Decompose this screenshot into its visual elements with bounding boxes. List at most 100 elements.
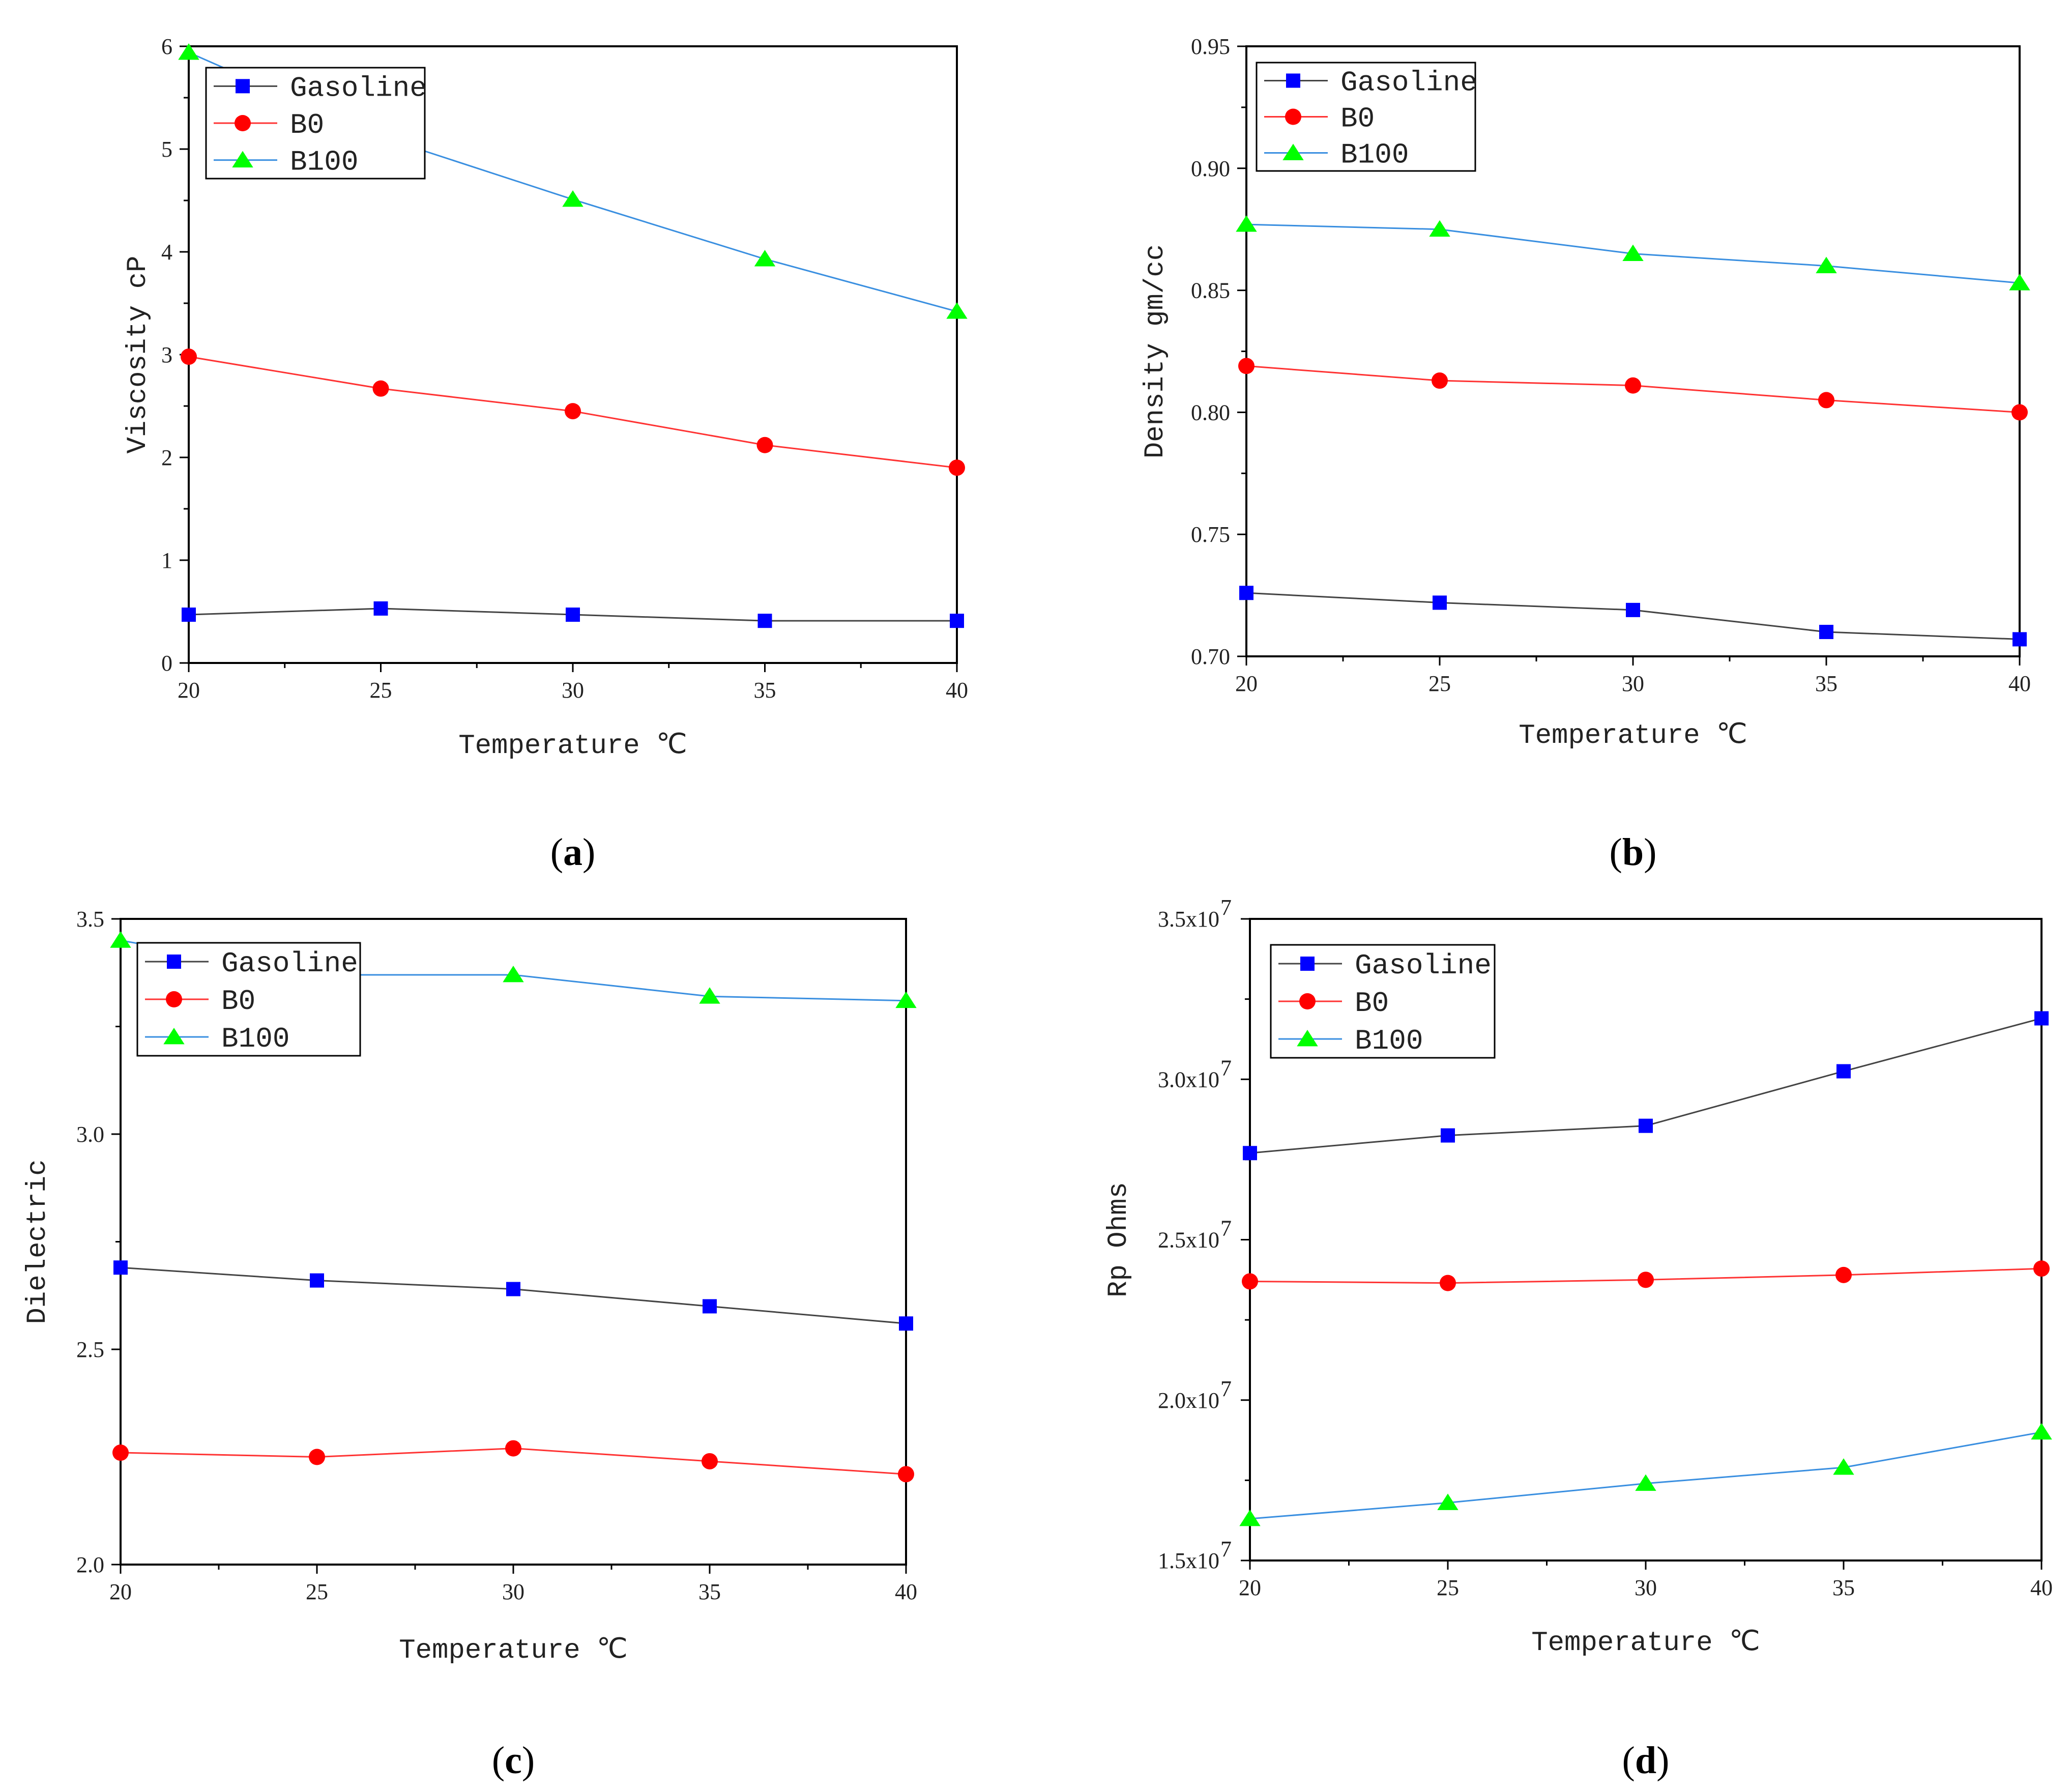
x-tick-label: 30 (562, 678, 584, 703)
data-point-gasoline (703, 1299, 717, 1314)
data-point-b0 (2011, 404, 2028, 421)
data-point-b100 (110, 931, 131, 948)
legend-label-b100: B100 (1355, 1025, 1423, 1057)
data-point-b0 (565, 403, 581, 420)
y-tick-label: 3.5 (76, 907, 104, 932)
y-tick-label: 3 (161, 342, 172, 367)
data-point-b0 (112, 1444, 129, 1461)
data-point-gasoline (506, 1282, 520, 1296)
x-axis-title: Temperature ℃ (1519, 720, 1747, 752)
legend-label-b0: B0 (1355, 987, 1389, 1020)
y-tick-label: 6 (161, 34, 172, 59)
data-point-b100 (1239, 1510, 1261, 1526)
data-point-gasoline (373, 601, 388, 616)
data-point-gasoline (1433, 595, 1447, 610)
data-point-gasoline (310, 1273, 324, 1288)
data-point-b100 (699, 987, 720, 1004)
y-axis-title: Rp Ohms (1103, 1182, 1134, 1297)
chart-panel-a: 20 25 30 35 40 0 1 2 3 4 5 6 Temperature ℃ Viscosity … (123, 34, 968, 874)
x-tick-label: 40 (2030, 1575, 2053, 1600)
y-tick-label: 1 (161, 548, 172, 573)
x-tick-label: 30 (1635, 1575, 1657, 1600)
data-point-b0 (1238, 358, 1255, 374)
data-point-gasoline (182, 608, 196, 622)
data-point-gasoline (1441, 1128, 1455, 1143)
y-axis-title: Density gm/cc (1140, 244, 1171, 458)
y-tick-label: 3.0 (76, 1122, 104, 1147)
legend-marker-gasoline (1286, 73, 1300, 88)
data-point-b0 (372, 380, 389, 397)
data-point-gasoline (1626, 602, 1640, 617)
y-tick-exponent: 7 (1220, 1055, 1232, 1080)
y-tick-exponent: 7 (1220, 1216, 1232, 1241)
data-point-b100 (895, 991, 917, 1008)
y-tick-label: 3.0x10 (1158, 1067, 1219, 1092)
data-point-b0 (898, 1466, 914, 1483)
data-point-gasoline (113, 1260, 128, 1275)
legend-label-b100: B100 (290, 146, 358, 179)
x-tick-label: 20 (1235, 671, 1258, 696)
x-tick-label: 35 (1832, 1575, 1855, 1600)
data-point-gasoline (566, 608, 580, 622)
data-point-b0 (1818, 392, 1834, 409)
legend-label-gasoline: Gasoline (1340, 67, 1477, 99)
data-point-b0 (756, 437, 773, 453)
chart-panel-c: 20 25 30 35 40 2.0 2.5 3.0 3.5 Temperature ℃ Diele… (22, 907, 917, 1782)
data-point-b0 (309, 1449, 325, 1465)
y-tick-label: 2.5x10 (1158, 1228, 1219, 1253)
data-point-gasoline (2034, 1011, 2049, 1026)
chart-panel-b: 20 25 30 35 40 0.70 0.75 0.80 0.85 0.90 0.95 Temper… (1140, 34, 2031, 874)
data-point-b100 (2009, 274, 2030, 291)
data-point-b100 (562, 190, 584, 207)
legend-label-b0: B0 (221, 985, 255, 1018)
legend-marker-b100 (232, 151, 253, 168)
y-tick-label: 2.0 (76, 1552, 104, 1577)
x-tick-label: 25 (306, 1579, 328, 1604)
data-point-b0 (505, 1440, 521, 1457)
panel-label: (a) (550, 831, 596, 874)
y-tick-label: 5 (161, 137, 172, 162)
data-point-b0 (1440, 1275, 1456, 1291)
data-point-b0 (1835, 1266, 1852, 1283)
legend-marker-b0 (235, 115, 251, 131)
data-point-gasoline (950, 614, 964, 628)
data-point-b100 (1437, 1493, 1459, 1510)
data-point-b100 (1429, 220, 1450, 237)
data-point-b100 (754, 250, 776, 267)
data-point-gasoline (757, 614, 772, 628)
legend-marker-gasoline (236, 79, 250, 94)
x-tick-label: 30 (1622, 671, 1644, 696)
x-tick-label: 35 (754, 678, 776, 703)
data-point-gasoline (1639, 1118, 1653, 1133)
y-tick-label: 0 (161, 651, 172, 676)
legend-label-b0: B0 (290, 109, 324, 141)
y-tick-label: 4 (161, 240, 172, 265)
x-tick-label: 20 (1239, 1575, 1261, 1600)
data-point-gasoline (1819, 625, 1833, 640)
legend-label-b100: B100 (1340, 139, 1409, 171)
y-tick-label: 0.70 (1191, 644, 1230, 669)
panel-label: (c) (492, 1739, 535, 1782)
data-point-gasoline (1243, 1146, 1257, 1161)
legend-marker-gasoline (167, 955, 181, 969)
panel-label: (d) (1622, 1739, 1670, 1782)
data-point-gasoline (899, 1316, 913, 1331)
data-point-b100 (946, 302, 968, 319)
legend-label-gasoline: Gasoline (1355, 949, 1492, 982)
x-tick-label: 40 (946, 678, 968, 703)
legend-marker-b0 (1285, 108, 1301, 125)
data-point-b100 (503, 965, 524, 982)
data-point-b100 (1236, 215, 1257, 232)
legend-label-gasoline: Gasoline (290, 72, 427, 104)
y-tick-exponent: 7 (1220, 1537, 1232, 1562)
y-axis-title: Dielectric (22, 1159, 53, 1324)
y-tick-exponent: 7 (1220, 1376, 1232, 1401)
y-tick-label: 2.5 (76, 1337, 104, 1362)
data-point-b0 (1638, 1271, 1654, 1288)
y-tick-label: 2 (161, 445, 172, 470)
legend-marker-b100 (163, 1028, 185, 1045)
y-tick-label: 0.75 (1191, 522, 1230, 547)
data-point-b100 (1622, 244, 1644, 262)
y-tick-label: 0.85 (1191, 278, 1230, 303)
